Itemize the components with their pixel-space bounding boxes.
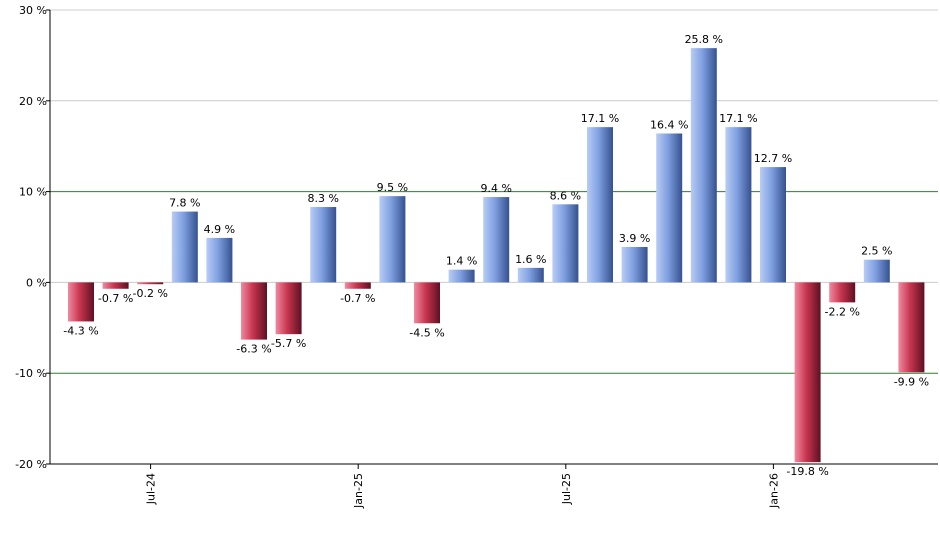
data-label: 1.6 % (515, 253, 546, 266)
bar (379, 196, 406, 283)
bar (794, 282, 821, 463)
data-label: -4.5 % (409, 326, 444, 339)
data-label: 17.1 % (719, 112, 757, 125)
bar (587, 127, 613, 283)
bar (275, 282, 302, 335)
y-tick-label: -20 % (15, 458, 47, 471)
data-label: 4.9 % (204, 223, 235, 236)
y-tick-label: -10 % (15, 367, 47, 380)
y-tick-label: 30 % (19, 4, 47, 17)
bar (414, 282, 440, 324)
bar (656, 133, 683, 283)
data-label: 17.1 % (581, 112, 619, 125)
data-label: -5.7 % (271, 337, 306, 350)
y-tick-label: 20 % (19, 95, 47, 108)
y-tick-label: 0 % (26, 276, 47, 289)
y-tick-label: 10 % (19, 186, 47, 199)
data-label: -0.7 % (340, 292, 375, 305)
bar (68, 282, 94, 322)
x-tick-label: Jul-25 (560, 473, 573, 505)
bar (863, 259, 890, 283)
bar (898, 282, 925, 373)
bar (829, 282, 856, 303)
data-label: 12.7 % (754, 152, 792, 165)
bars (68, 48, 925, 463)
data-label: 7.8 % (169, 197, 200, 210)
data-label: 25.8 % (685, 33, 723, 46)
data-label: -0.2 % (132, 287, 167, 300)
bar (621, 246, 648, 283)
bar (517, 267, 544, 283)
data-label: 16.4 % (650, 118, 688, 131)
data-label: 2.5 % (861, 245, 892, 258)
data-label: 8.3 % (307, 192, 338, 205)
bar (137, 282, 164, 285)
gridlines (50, 9, 938, 374)
data-label: 1.4 % (446, 255, 477, 268)
data-label: -9.9 % (894, 375, 929, 388)
data-label: -19.8 % (786, 465, 828, 478)
data-label: 8.6 % (550, 189, 581, 202)
data-label: -4.3 % (63, 324, 98, 337)
bar (102, 282, 129, 289)
bar (760, 167, 786, 283)
bar (483, 197, 510, 283)
x-tick-label: Jan-25 (352, 473, 365, 509)
bar (171, 211, 198, 283)
bar (310, 207, 337, 283)
data-label: 3.9 % (619, 232, 650, 245)
data-label: 9.5 % (377, 181, 408, 194)
bar (241, 282, 267, 340)
bar (552, 204, 579, 283)
data-label: -2.2 % (824, 305, 859, 318)
x-tick-label: Jul-24 (145, 473, 158, 505)
data-label: -6.3 % (236, 343, 271, 356)
axes: 30 % 20 % 10 % 0 % -10 % -20 % Jul-24 Jan-25 Jul… (15, 4, 938, 509)
bar (448, 269, 475, 283)
data-label: -0.7 % (98, 292, 133, 305)
bar (206, 237, 233, 283)
data-label: 9.4 % (480, 182, 511, 195)
data-labels: -4.3 %-0.7 % -0.2 %7.8 %4.9 %-6.3 % -5.7 %… (63, 33, 929, 478)
bar (725, 127, 752, 283)
bar (344, 282, 371, 289)
bar (690, 48, 717, 283)
x-tick-label: Jan-26 (767, 473, 780, 509)
